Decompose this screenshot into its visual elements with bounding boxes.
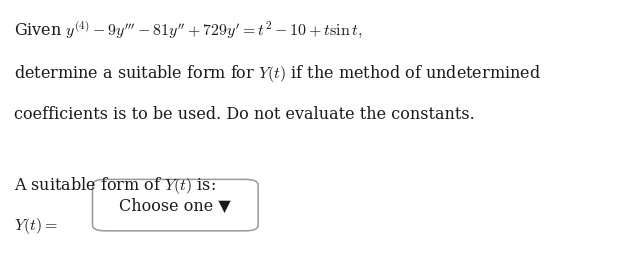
- Text: $Y(t) =$: $Y(t) =$: [14, 215, 58, 235]
- Text: A suitable form of $Y(t)$ is:: A suitable form of $Y(t)$ is:: [14, 175, 216, 196]
- FancyBboxPatch shape: [92, 179, 258, 231]
- Text: coefficients is to be used. Do not evaluate the constants.: coefficients is to be used. Do not evalu…: [14, 106, 474, 123]
- Text: Given $y^{(4)} - 9y^{\prime\prime\prime} - 81y^{\prime\prime} + 729y^{\prime} = : Given $y^{(4)} - 9y^{\prime\prime\prime}…: [14, 19, 362, 40]
- Text: determine a suitable form for $Y(t)$ if the method of undetermined: determine a suitable form for $Y(t)$ if …: [14, 63, 541, 84]
- Text: Choose one ▼: Choose one ▼: [119, 197, 231, 214]
